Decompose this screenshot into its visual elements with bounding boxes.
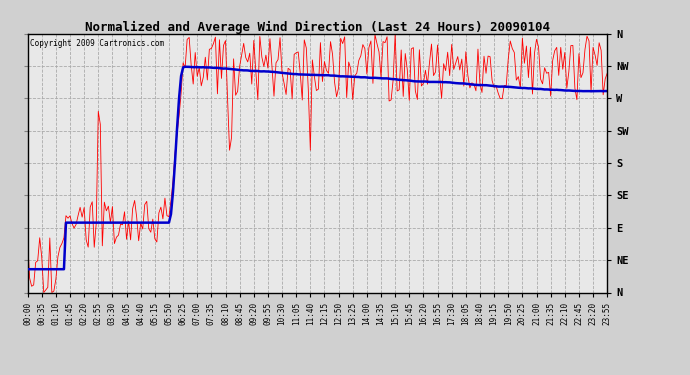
Title: Normalized and Average Wind Direction (Last 24 Hours) 20090104: Normalized and Average Wind Direction (L… xyxy=(85,21,550,34)
Text: Copyright 2009 Cartronics.com: Copyright 2009 Cartronics.com xyxy=(30,39,165,48)
